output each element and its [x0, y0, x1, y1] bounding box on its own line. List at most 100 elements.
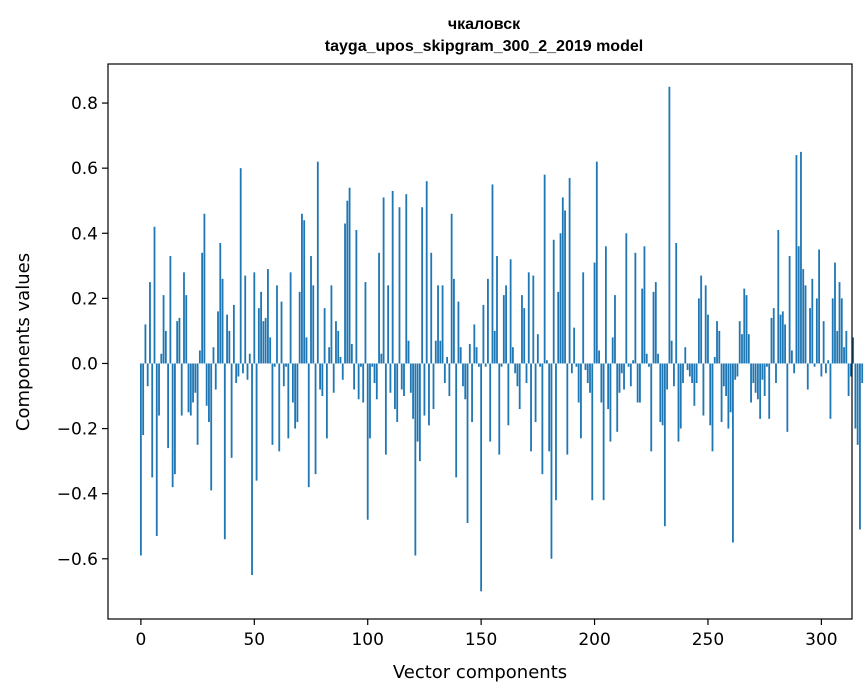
- bar: [169, 256, 172, 364]
- bar: [201, 252, 204, 364]
- bar: [598, 350, 600, 364]
- bar: [484, 363, 487, 367]
- bar: [139, 363, 142, 556]
- bar: [854, 363, 857, 429]
- bar: [212, 347, 215, 364]
- bar: [412, 363, 414, 419]
- bar: [516, 363, 519, 387]
- bar: [373, 363, 376, 383]
- bar: [652, 291, 655, 364]
- bar: [688, 363, 691, 377]
- bar: [673, 363, 675, 387]
- bar: [203, 213, 206, 364]
- bar: [561, 197, 564, 364]
- bar: [818, 249, 821, 364]
- bar: [405, 194, 408, 364]
- bar: [164, 330, 167, 364]
- bar: [466, 363, 469, 523]
- bar: [770, 317, 773, 364]
- bar: [162, 295, 165, 364]
- bar: [552, 239, 555, 364]
- bar: [450, 213, 453, 364]
- bar: [788, 256, 791, 364]
- bar: [382, 197, 385, 364]
- bars-group: [139, 86, 864, 592]
- bar: [575, 363, 578, 367]
- bar: [666, 363, 669, 390]
- bar: [786, 363, 789, 432]
- bar: [618, 363, 621, 393]
- y-tick-label: 0.8: [71, 94, 98, 114]
- y-tick-label: 0.2: [71, 289, 98, 309]
- bar: [806, 363, 809, 390]
- y-tick-label: 0.6: [71, 159, 98, 179]
- bar: [253, 272, 256, 364]
- bar: [346, 200, 349, 364]
- bar: [248, 353, 251, 364]
- x-tick-label: 150: [465, 630, 497, 650]
- bar: [269, 337, 272, 364]
- bar: [684, 347, 687, 364]
- bar: [371, 363, 374, 367]
- bar: [548, 363, 551, 452]
- bar: [843, 347, 845, 364]
- bar: [464, 363, 467, 400]
- y-tick-label: −0.6: [57, 550, 98, 570]
- bar: [432, 363, 435, 410]
- bar: [480, 363, 483, 592]
- bar: [822, 321, 825, 364]
- bar: [409, 363, 412, 393]
- bar: [777, 230, 780, 364]
- bar: [384, 363, 387, 455]
- x-tick-label: 50: [243, 630, 265, 650]
- bar: [809, 308, 811, 364]
- bar: [278, 363, 281, 452]
- bar: [364, 282, 367, 364]
- bar: [296, 363, 299, 423]
- bar: [589, 363, 591, 393]
- bar: [668, 86, 671, 364]
- bar: [242, 363, 244, 374]
- bar: [500, 363, 503, 367]
- bar: [772, 308, 775, 364]
- x-tick-label: 100: [351, 630, 383, 650]
- bar: [761, 363, 764, 380]
- bar: [725, 363, 728, 397]
- bar: [570, 363, 573, 374]
- bar: [525, 363, 528, 383]
- bar: [457, 301, 460, 364]
- bar: [686, 363, 689, 370]
- bar: [187, 363, 190, 413]
- bar: [752, 363, 755, 383]
- bar: [362, 363, 365, 403]
- bar: [736, 363, 739, 377]
- bar: [663, 363, 666, 527]
- bar: [756, 363, 759, 400]
- bar: [360, 363, 362, 367]
- bar: [348, 187, 351, 364]
- bar: [421, 207, 424, 364]
- bar: [743, 288, 746, 364]
- chart-subtitle: tayga_upos_skipgram_300_2_2019 model: [325, 38, 643, 55]
- bar: [539, 363, 542, 367]
- bar: [702, 363, 705, 416]
- bar: [246, 363, 249, 380]
- bar: [611, 337, 614, 364]
- bar: [693, 363, 696, 406]
- bar: [775, 363, 777, 383]
- bar: [847, 363, 850, 397]
- bar: [745, 295, 748, 364]
- bar: [804, 285, 807, 364]
- chart-title: чкаловск: [448, 16, 521, 33]
- bar: [496, 256, 498, 364]
- bar: [564, 210, 566, 364]
- bar: [221, 278, 224, 364]
- bar: [167, 363, 170, 449]
- bar: [375, 363, 378, 400]
- bar: [407, 340, 410, 364]
- bar: [178, 317, 181, 364]
- bar: [802, 269, 805, 364]
- bar: [230, 363, 233, 458]
- bar: [153, 226, 156, 364]
- bar: [838, 282, 841, 364]
